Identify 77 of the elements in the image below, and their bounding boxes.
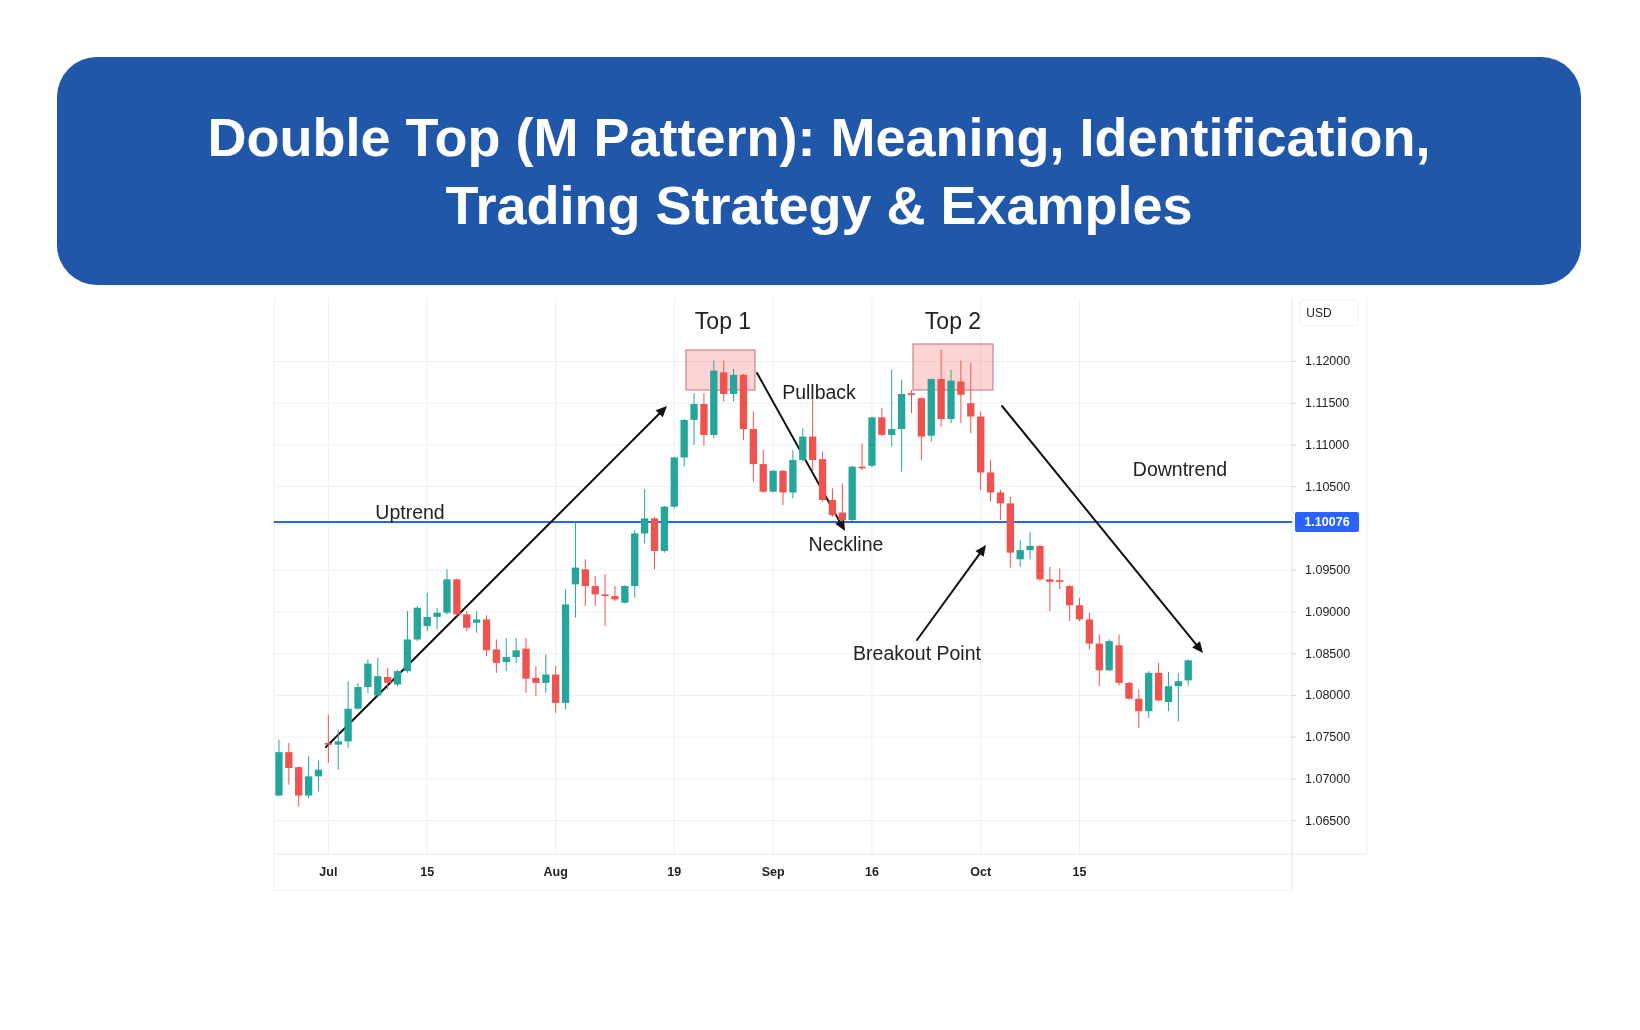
y-tick-label: 1.09000 (1305, 604, 1351, 619)
annotation: Neckline (808, 533, 884, 555)
candlestick (1135, 689, 1143, 729)
candlestick (986, 459, 995, 503)
candlestick (799, 427, 807, 463)
x-tick-label: Jul (319, 865, 338, 879)
y-tick-label: 1.07000 (1305, 771, 1351, 786)
candlestick (601, 573, 609, 627)
y-tick-label: 1.08000 (1305, 688, 1351, 703)
candlestick (690, 392, 698, 446)
y-tick-label: 1.08500 (1305, 646, 1351, 661)
candlestick (492, 638, 501, 674)
x-tick-label: 19 (667, 865, 682, 879)
y-tick-label: 1.07500 (1305, 730, 1351, 745)
candlestick (720, 360, 728, 403)
candlestick (729, 368, 738, 403)
x-tick-label: Oct (970, 865, 992, 879)
candlestick (571, 522, 580, 619)
candlestick (532, 665, 540, 697)
candlestick (354, 682, 362, 711)
candlestick (542, 653, 550, 694)
candlestick (907, 389, 916, 414)
candlestick (334, 729, 342, 771)
y-tick-label: 1.09500 (1305, 563, 1351, 578)
candlestick (374, 657, 382, 697)
candlestick (285, 742, 293, 786)
candlestick (621, 584, 629, 605)
annotation: Top 2 (924, 308, 982, 334)
candlestick (324, 714, 333, 764)
y-axis-title: USD (1306, 306, 1332, 320)
y-tick-label: 1.10500 (1305, 479, 1351, 494)
x-tick-label: 16 (865, 865, 879, 879)
x-tick-label: Sep (761, 865, 785, 879)
candlestick (611, 585, 619, 602)
x-tick-label: 15 (420, 865, 435, 879)
candlestick (423, 592, 431, 632)
annotation: Pullback (782, 381, 857, 403)
candlestick (581, 558, 589, 607)
y-tick-label: 1.11000 (1305, 437, 1350, 452)
candlestick (957, 360, 965, 424)
annotation: Top 1 (694, 308, 752, 334)
candlestick (304, 755, 313, 799)
y-tick-label: 1.12000 (1305, 354, 1351, 369)
candlestick (512, 637, 520, 664)
x-tick-label: 15 (1072, 865, 1087, 879)
candlestick (1075, 597, 1084, 622)
candlestick (779, 469, 787, 506)
candlestick (472, 610, 481, 634)
annotation: Uptrend (375, 501, 445, 523)
candlestick (1164, 671, 1173, 712)
candlestick (878, 407, 886, 437)
candlestick (433, 607, 441, 630)
y-tick-label: 1.11500 (1305, 396, 1350, 411)
candlestick (364, 658, 372, 694)
candlestick (1016, 539, 1024, 568)
candlestick (1174, 672, 1182, 722)
candlestick (463, 610, 471, 632)
candlestick (502, 637, 510, 672)
candlestick (808, 397, 817, 471)
candlestick (769, 469, 777, 494)
candlestick (828, 487, 837, 518)
chart-title: Double Top (M Pattern): Meaning, Identification, Trading Strategy & Examples (206, 106, 1432, 237)
candlestick (1184, 658, 1192, 686)
candlestick (967, 362, 975, 434)
x-tick-label: Aug (543, 865, 568, 879)
y-tick-label: 1.06500 (1305, 813, 1351, 828)
annotation: Downtrend (1132, 458, 1228, 480)
candlestick (640, 488, 649, 544)
candlestick (1065, 584, 1074, 622)
candlestick (1046, 566, 1054, 612)
candlestick (1056, 567, 1064, 590)
candlestick (591, 575, 599, 607)
annotation: Breakout Point (853, 642, 982, 664)
candlestick (1026, 531, 1034, 560)
ref-line-label: 1.10076 (1304, 515, 1350, 530)
candlestick (888, 369, 896, 448)
candlestick (384, 667, 392, 691)
